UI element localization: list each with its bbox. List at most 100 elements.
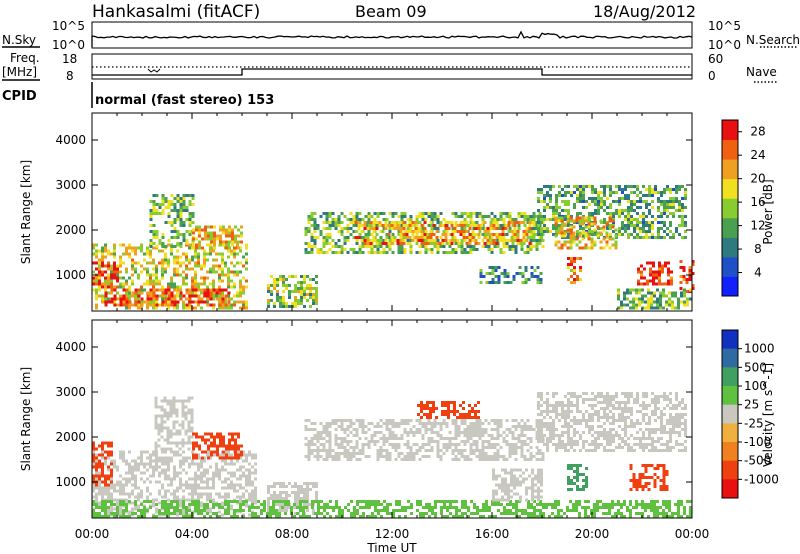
heatmap-cell — [334, 422, 338, 425]
heatmap-cell — [675, 200, 678, 203]
heatmap-cell — [221, 273, 224, 277]
heatmap-cell — [122, 486, 125, 490]
heatmap-cell — [167, 498, 170, 502]
heatmap-cell — [564, 395, 567, 398]
heatmap-cell — [340, 245, 344, 248]
heatmap-cell — [218, 285, 221, 289]
heatmap-cell — [520, 455, 524, 458]
heatmap-cell — [172, 423, 176, 427]
heatmap-cell — [517, 422, 521, 425]
heatmap-cell — [154, 426, 158, 430]
beam-title: Beam 09 — [355, 2, 427, 21]
heatmap-cell — [227, 300, 231, 304]
heatmap-cell — [110, 459, 113, 463]
heatmap-cell — [313, 449, 317, 452]
heatmap-cell — [600, 395, 603, 398]
heatmap-cell — [382, 434, 386, 437]
heatmap-cell — [529, 425, 533, 428]
heatmap-cell — [179, 224, 183, 227]
heatmap-cell — [549, 200, 552, 203]
heatmap-cell — [454, 224, 458, 227]
heatmap-cell — [597, 434, 600, 437]
heatmap-cell — [643, 282, 646, 286]
heatmap-cell — [570, 446, 573, 449]
heatmap-cell — [367, 422, 371, 425]
heatmap-cell — [665, 294, 668, 298]
heatmap-cell — [95, 279, 98, 283]
heatmap-cell — [149, 288, 153, 292]
heatmap-cell — [328, 437, 332, 440]
heatmap-cell — [207, 225, 210, 229]
heatmap-cell — [517, 425, 521, 428]
heatmap-cell — [605, 222, 609, 226]
heatmap-cell — [334, 434, 338, 437]
heatmap-cell — [267, 491, 270, 494]
heatmap-cell — [219, 228, 222, 232]
heatmap-cell — [651, 215, 654, 218]
heatmap-cell — [570, 440, 573, 443]
heatmap-cell — [297, 287, 300, 290]
heatmap-cell — [131, 291, 135, 295]
heatmap-cell — [567, 431, 570, 434]
heatmap-cell — [363, 224, 367, 227]
heatmap-cell — [176, 303, 179, 307]
heatmap-cell — [495, 221, 499, 224]
heatmap-cell — [636, 218, 639, 221]
heatmap-cell — [101, 441, 104, 445]
heatmap-cell — [659, 300, 662, 304]
heatmap-cell — [388, 230, 392, 233]
heatmap-cell — [406, 422, 410, 425]
heatmap-cell — [203, 480, 206, 484]
heatmap-cell — [436, 449, 440, 452]
heatmap-cell — [645, 236, 648, 239]
heatmap-cell — [137, 456, 140, 460]
heatmap-cell — [532, 215, 536, 218]
heatmap-cell — [475, 419, 479, 422]
heatmap-cell — [478, 422, 482, 425]
heatmap-cell — [603, 434, 606, 437]
heatmap-cell — [154, 396, 158, 400]
heatmap-cell — [642, 227, 645, 230]
heatmap-cell — [498, 236, 502, 239]
heatmap-cell — [113, 255, 116, 259]
heatmap-cell — [355, 218, 359, 221]
heatmap-cell — [222, 435, 225, 439]
heatmap-cell — [600, 191, 603, 194]
heatmap-cell — [570, 419, 573, 422]
heatmap-cell — [376, 455, 380, 458]
heatmap-cell — [385, 440, 389, 443]
heatmap-cell — [248, 453, 251, 457]
heatmap-cell — [406, 227, 410, 230]
heatmap-cell — [430, 440, 434, 443]
heatmap-cell — [328, 434, 332, 437]
heatmap-cell — [484, 458, 488, 461]
heatmap-cell — [579, 200, 582, 203]
heatmap-cell — [609, 443, 612, 446]
heatmap-cell — [372, 227, 376, 230]
heatmap-cell — [343, 437, 347, 440]
heatmap-cell — [466, 251, 470, 254]
heatmap-cell — [245, 468, 248, 472]
heatmap-cell — [439, 455, 443, 458]
heatmap-cell — [606, 392, 609, 395]
heatmap-cell — [195, 444, 198, 448]
heatmap-cell — [173, 294, 176, 298]
heatmap-cell — [242, 285, 245, 289]
heatmap-cell — [212, 453, 215, 457]
heatmap-cell — [536, 281, 540, 284]
heatmap-cell — [624, 188, 627, 191]
heatmap-cell — [366, 236, 370, 239]
heatmap-cell — [664, 261, 667, 265]
heatmap-cell — [445, 425, 449, 428]
heatmap-cell — [638, 303, 641, 307]
heatmap-cell — [509, 281, 513, 284]
heatmap-cell — [430, 428, 434, 431]
heatmap-cell — [376, 458, 380, 461]
heatmap-cell — [645, 224, 648, 227]
heatmap-cell — [561, 413, 564, 416]
heatmap-cell — [665, 303, 668, 307]
heatmap-cell — [588, 230, 591, 233]
heatmap-cell — [666, 185, 669, 188]
heatmap-cell — [587, 225, 591, 229]
heatmap-cell — [427, 224, 431, 227]
